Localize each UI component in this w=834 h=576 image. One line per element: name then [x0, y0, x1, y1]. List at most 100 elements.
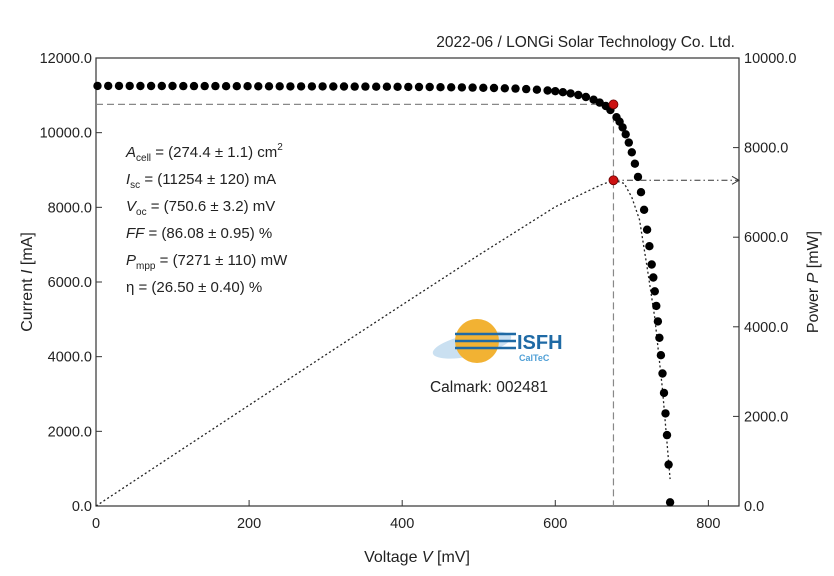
chart-header: 2022-06 / LONGi Solar Technology Co. Ltd… [436, 34, 735, 51]
y-tick-label: 4000.0 [48, 350, 92, 366]
iv-data-point [168, 81, 177, 91]
iv-data-point [581, 92, 591, 102]
iv-data-point [642, 225, 652, 234]
iv-data-point [200, 81, 209, 91]
iv-data-point [532, 85, 542, 94]
x-axis-title: Voltage V [mV] [364, 549, 470, 566]
iv-data-point [662, 430, 672, 440]
y-tick-label: 6000.0 [48, 275, 92, 291]
iv-data-point [479, 83, 488, 93]
y2-tick-label: 8000.0 [744, 141, 788, 157]
axis-ticks: 0 200 400 600 8000.02000.04000.06000.08000.0… [40, 51, 797, 532]
iv-data-point [414, 82, 424, 92]
results-block: Acell = (274.4 ± 1.1) cm2 Isc = (11254 ±… [125, 142, 288, 296]
iv-data-point [652, 301, 661, 311]
iv-data-point [647, 260, 656, 269]
y2-tick-label: 6000.0 [744, 230, 788, 246]
iv-data-point [551, 87, 560, 96]
iv-data-point [329, 82, 338, 91]
iv-data-point [468, 83, 477, 92]
power-axis-arrow-icon [731, 175, 741, 185]
iv-data-point [630, 159, 640, 168]
logo-name: ISFH [517, 332, 563, 354]
y-tick-label: 0.0 [72, 499, 92, 515]
iv-data-point [93, 81, 102, 91]
y-tick-label: 2000.0 [48, 424, 92, 440]
iv-data-point [621, 130, 630, 139]
iv-data-point [286, 82, 295, 91]
iv-data-point [645, 242, 654, 251]
iv-data-point [436, 83, 445, 92]
x-tick-label: 200 [237, 516, 261, 532]
iv-data-point [307, 82, 317, 91]
iv-data-point [566, 89, 575, 98]
iv-data-point [633, 172, 643, 182]
iv-data-point [664, 460, 673, 469]
calmark-text: Calmark: 002481 [430, 379, 548, 396]
iv-data-point [125, 81, 134, 91]
iv-data-point [543, 86, 552, 95]
y2-tick-label: 4000.0 [744, 320, 788, 336]
iv-data-point [136, 81, 145, 91]
mpp-current-marker [608, 99, 619, 110]
iv-data-point [221, 82, 231, 91]
iv-data-point [104, 81, 113, 91]
iv-data-point [254, 82, 263, 91]
iv-data-point [157, 81, 166, 91]
iv-data-point [627, 148, 636, 157]
cell-area-text: Acell = (274.4 ± 1.1) cm2 [125, 142, 283, 164]
iv-data-point [511, 84, 520, 93]
iv-data-point [361, 82, 370, 91]
iv-data-point [425, 82, 434, 92]
logo-subname: CalTeC [519, 353, 550, 363]
y2-tick-label: 0.0 [744, 499, 764, 515]
fill-factor-text: FF = (86.08 ± 0.95) % [126, 225, 272, 242]
y-tick-label: 8000.0 [48, 200, 92, 216]
iv-data-point [522, 84, 531, 94]
iv-data-point [114, 81, 124, 91]
mpp-guide-lines [96, 103, 741, 506]
iv-data-point [318, 82, 327, 91]
iv-data-point [665, 498, 675, 507]
iv-data-point [350, 82, 359, 91]
iv-data-point [243, 82, 252, 91]
iv-data-point [574, 90, 583, 100]
iv-data-point [264, 82, 274, 91]
iv-data-point [661, 409, 670, 418]
iv-data-point [636, 188, 646, 197]
iv-data-point [393, 82, 402, 92]
iv-data-point [179, 81, 188, 91]
y2-tick-label: 10000.0 [744, 51, 796, 67]
iv-data-point [232, 82, 241, 91]
iv-data-point [655, 333, 664, 342]
pmpp-text: Pmpp = (7271 ± 110) mW [126, 252, 288, 272]
x-tick-label: 0 [92, 516, 100, 532]
iv-data-point [382, 82, 392, 91]
iv-data-point [404, 82, 413, 92]
iv-data-point [146, 81, 156, 91]
isfh-logo: ISFH CalTeC [432, 319, 563, 363]
iv-data-point [656, 351, 666, 360]
y-axis-title: Current I [mA] [19, 232, 36, 332]
iv-data-point [639, 205, 649, 214]
y-tick-label: 10000.0 [40, 126, 92, 142]
iv-data-point [296, 82, 306, 91]
iv-data-point [618, 123, 627, 132]
y2-tick-label: 2000.0 [744, 409, 788, 425]
iv-data-point [489, 83, 499, 93]
efficiency-text: η = (26.50 ± 0.40) % [126, 279, 262, 296]
iv-data-point [457, 83, 467, 92]
iv-data-point [500, 84, 509, 93]
iv-data-point [649, 273, 658, 282]
iv-data-point [658, 369, 667, 378]
iv-data-point [558, 88, 568, 97]
iv-data-point [189, 81, 199, 91]
y2-axis-title: Power P [mW] [805, 231, 822, 333]
iv-data-point [624, 138, 633, 147]
x-tick-label: 400 [390, 516, 414, 532]
iv-data-point [372, 82, 381, 91]
x-tick-label: 600 [543, 516, 567, 532]
iv-data-point [211, 81, 220, 91]
x-tick-label: 800 [696, 516, 720, 532]
